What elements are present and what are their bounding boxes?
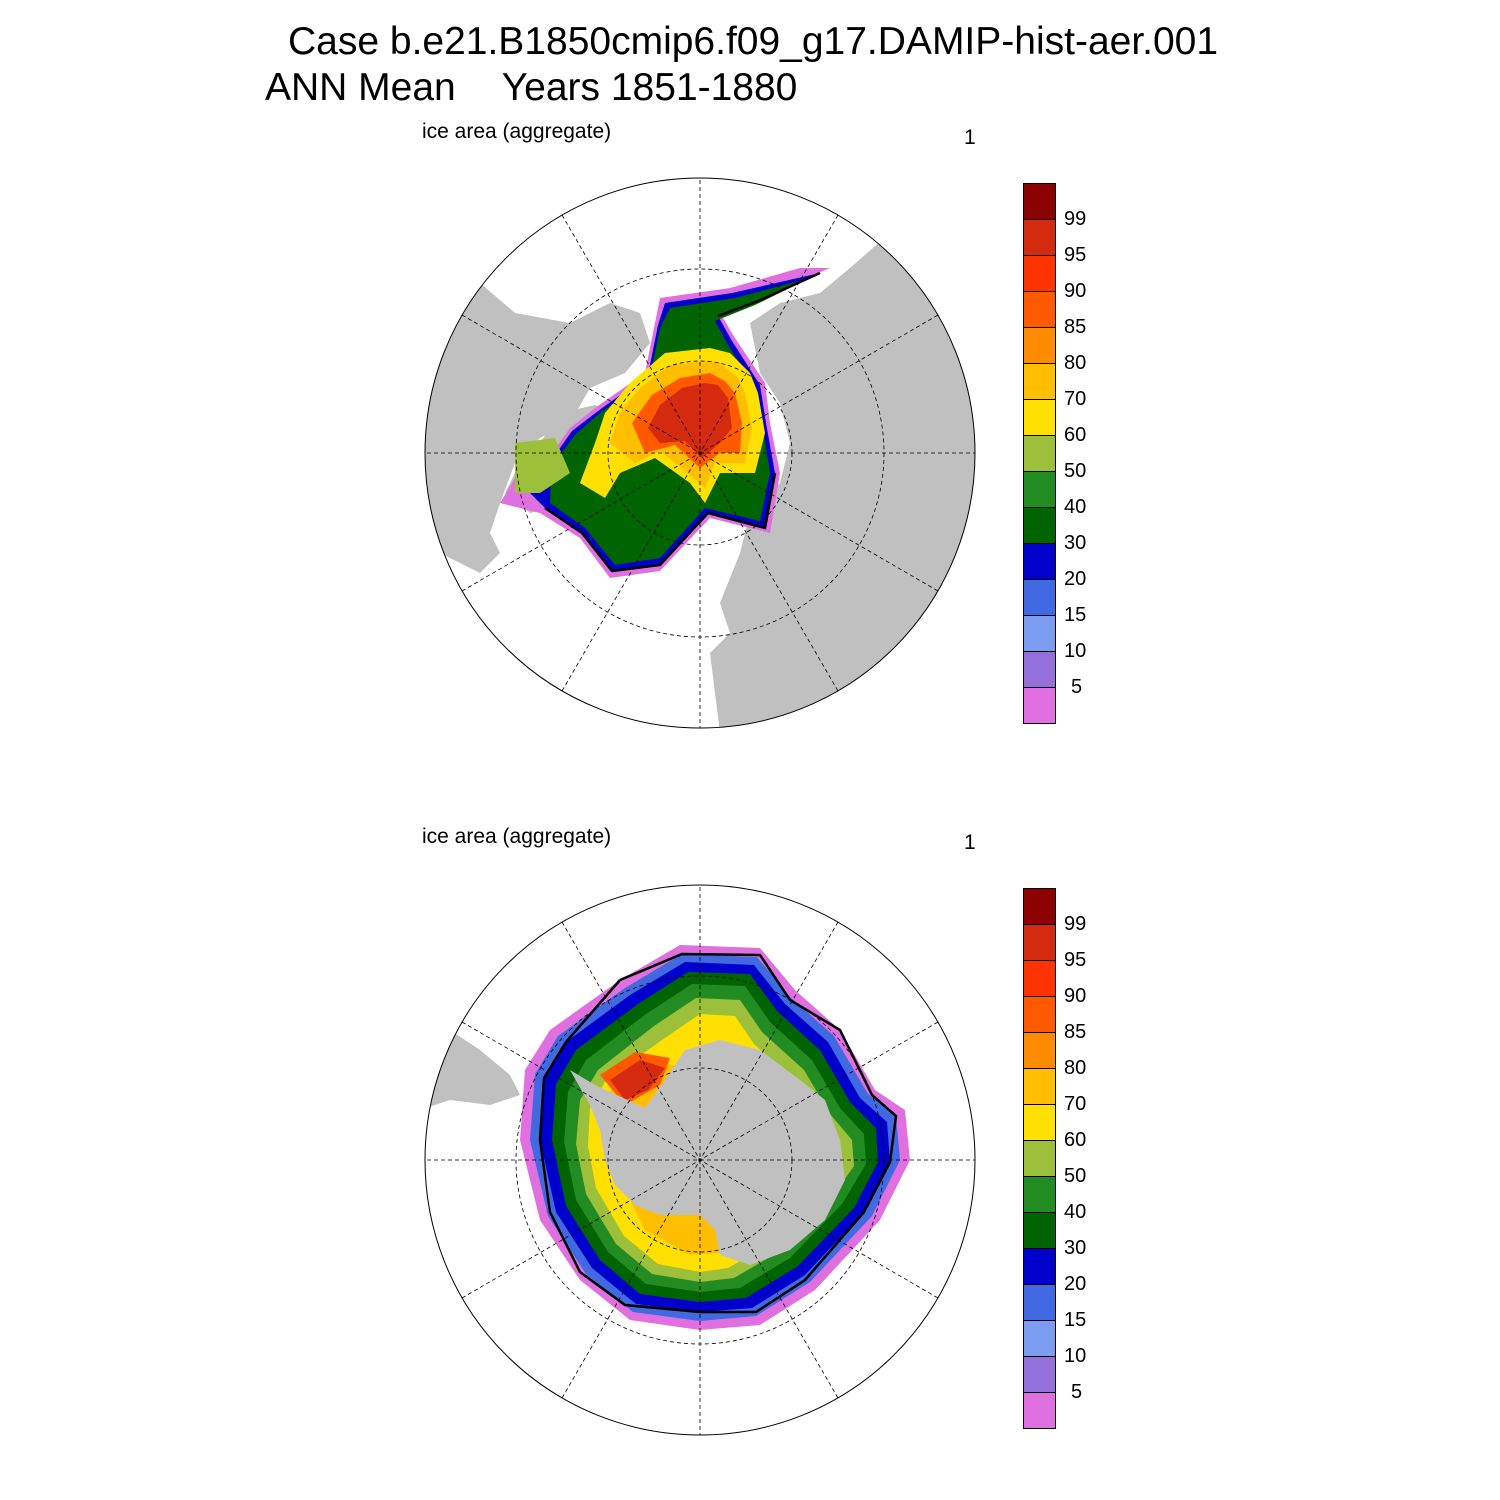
colorbar-south (1023, 888, 1056, 1429)
colorbar-label: 95 (1064, 244, 1087, 266)
years-label: Years 1851-1880 (501, 66, 798, 109)
colorbar-label: 99 (1064, 913, 1087, 935)
colorbar-swatch (1023, 1392, 1056, 1429)
north-america-land (425, 283, 650, 573)
colorbar-label: 5 (1071, 1381, 1083, 1403)
colorbar-label: 60 (1064, 1129, 1087, 1151)
colorbar-label: 50 (1064, 460, 1087, 482)
colorbar-swatch (1023, 651, 1056, 688)
colorbar-label: 20 (1064, 1273, 1087, 1295)
colorbar-swatch (1023, 1284, 1056, 1321)
colorbar-north (1023, 183, 1056, 724)
colorbar-swatch (1023, 1212, 1056, 1249)
panel-north-title: ice area (aggregate) (422, 120, 612, 143)
colorbar-swatch (1023, 888, 1056, 925)
colorbar-label: 30 (1064, 1237, 1087, 1259)
colorbar-label: 70 (1064, 1093, 1087, 1115)
ice-60pct (515, 438, 570, 493)
colorbar-label: 40 (1064, 496, 1087, 518)
colorbar-label: 10 (1064, 1345, 1087, 1367)
panel-north-number: 1 (964, 126, 976, 149)
colorbar-label: 15 (1064, 1309, 1087, 1331)
colorbar-swatch (1023, 1068, 1056, 1105)
colorbar-swatch (1023, 399, 1056, 436)
graticule (425, 885, 975, 1435)
panel-south-number: 1 (964, 831, 976, 854)
colorbar-swatch (1023, 1356, 1056, 1393)
colorbar-swatch (1023, 327, 1056, 364)
colorbar-swatch (1023, 1032, 1056, 1069)
antarctica-land (570, 1040, 845, 1265)
map-border (424, 884, 976, 1436)
colorbar-label: 70 (1064, 388, 1087, 410)
colorbar-swatch (1023, 1248, 1056, 1285)
colorbar-swatch (1023, 291, 1056, 328)
map-border (424, 177, 976, 729)
colorbar-swatch (1023, 615, 1056, 652)
colorbar-swatch (1023, 960, 1056, 997)
colorbar-swatch (1023, 183, 1056, 220)
colorbar-label: 5 (1071, 676, 1083, 698)
colorbar-label: 80 (1064, 1057, 1087, 1079)
graticule (425, 178, 975, 728)
colorbar-label: 85 (1064, 1021, 1087, 1043)
colorbar-swatch (1023, 255, 1056, 292)
figure-title-line2: ANN Mean Years 1851-1880 (265, 68, 797, 107)
colorbar-label: 60 (1064, 424, 1087, 446)
eurasia-land (710, 233, 975, 728)
scandinavia-land (720, 543, 780, 633)
colorbar-swatch (1023, 996, 1056, 1033)
colorbar-label: 40 (1064, 1201, 1087, 1223)
colorbar-swatch (1023, 507, 1056, 544)
colorbar-swatch (1023, 1140, 1056, 1177)
season-label: ANN Mean (265, 66, 456, 109)
colorbar-label: 10 (1064, 640, 1087, 662)
colorbar-label: 15 (1064, 604, 1087, 626)
colorbar-label: 99 (1064, 208, 1087, 230)
antarctic-sea-ice-map (424, 884, 976, 1436)
colorbar-swatch (1023, 579, 1056, 616)
colorbar-swatch (1023, 924, 1056, 961)
colorbar-swatch (1023, 687, 1056, 724)
colorbar-swatch (1023, 219, 1056, 256)
colorbar-label: 90 (1064, 280, 1087, 302)
colorbar-label: 95 (1064, 949, 1087, 971)
colorbar-label: 20 (1064, 568, 1087, 590)
figure-title-line1: Case b.e21.B1850cmip6.f09_g17.DAMIP-hist… (288, 20, 1219, 63)
colorbar-swatch (1023, 471, 1056, 508)
colorbar-swatch (1023, 1104, 1056, 1141)
colorbar-swatch (1023, 363, 1056, 400)
arctic-sea-ice-map (424, 177, 976, 729)
colorbar-swatch (1023, 543, 1056, 580)
ice-95pct (610, 1060, 665, 1100)
panel-south-title: ice area (aggregate) (422, 825, 612, 848)
colorbar-label: 50 (1064, 1165, 1087, 1187)
colorbar-label: 30 (1064, 532, 1087, 554)
colorbar-label: 85 (1064, 316, 1087, 338)
colorbar-label: 80 (1064, 352, 1087, 374)
ice-edge-contour (538, 952, 898, 1314)
colorbar-swatch (1023, 435, 1056, 472)
colorbar-swatch (1023, 1320, 1056, 1357)
colorbar-label: 90 (1064, 985, 1087, 1007)
colorbar-swatch (1023, 1176, 1056, 1213)
ice-95pct (648, 383, 732, 458)
